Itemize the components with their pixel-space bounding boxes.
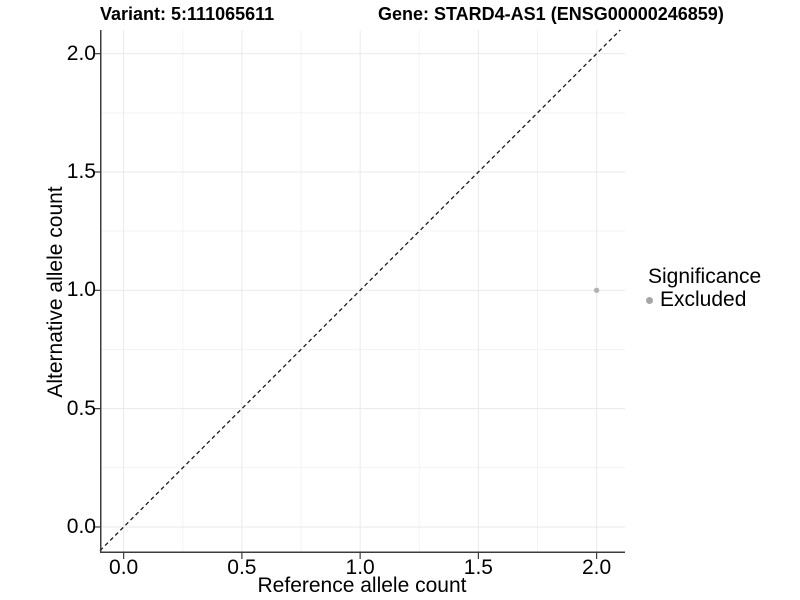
identity-line — [99, 29, 621, 552]
legend-title: Significance — [648, 265, 762, 288]
x-tick-label: 1.0 — [345, 556, 375, 579]
x-tick-label: 2.0 — [582, 556, 612, 579]
x-axis-title: Reference allele count — [257, 574, 467, 597]
x-tick-label: 1.5 — [463, 556, 493, 579]
y-tick-label: 1.5 — [66, 159, 96, 183]
legend-items: Excluded — [646, 288, 761, 312]
y-tick-label: 0.5 — [66, 396, 96, 420]
legend-item-label: Excluded — [660, 288, 747, 311]
y-tick-label: 0.0 — [66, 514, 96, 538]
y-tick-label: 1.0 — [66, 278, 96, 302]
plot-title-gene: Gene: STARD4-AS1 (ENSG00000246859) — [378, 4, 724, 24]
plot-title-variant: Variant: 5:111065611 — [100, 4, 275, 24]
legend-item: Excluded — [646, 288, 761, 312]
plot-panel — [94, 29, 625, 559]
y-tick-label: 2.0 — [66, 41, 96, 65]
plot-canvas — [94, 29, 625, 559]
data-point — [593, 287, 600, 294]
legend: Significance Excluded — [646, 265, 761, 312]
x-tick-label: 0.0 — [109, 556, 139, 579]
x-tick-label: 0.5 — [227, 556, 257, 579]
legend-key-dot-icon — [646, 296, 653, 304]
